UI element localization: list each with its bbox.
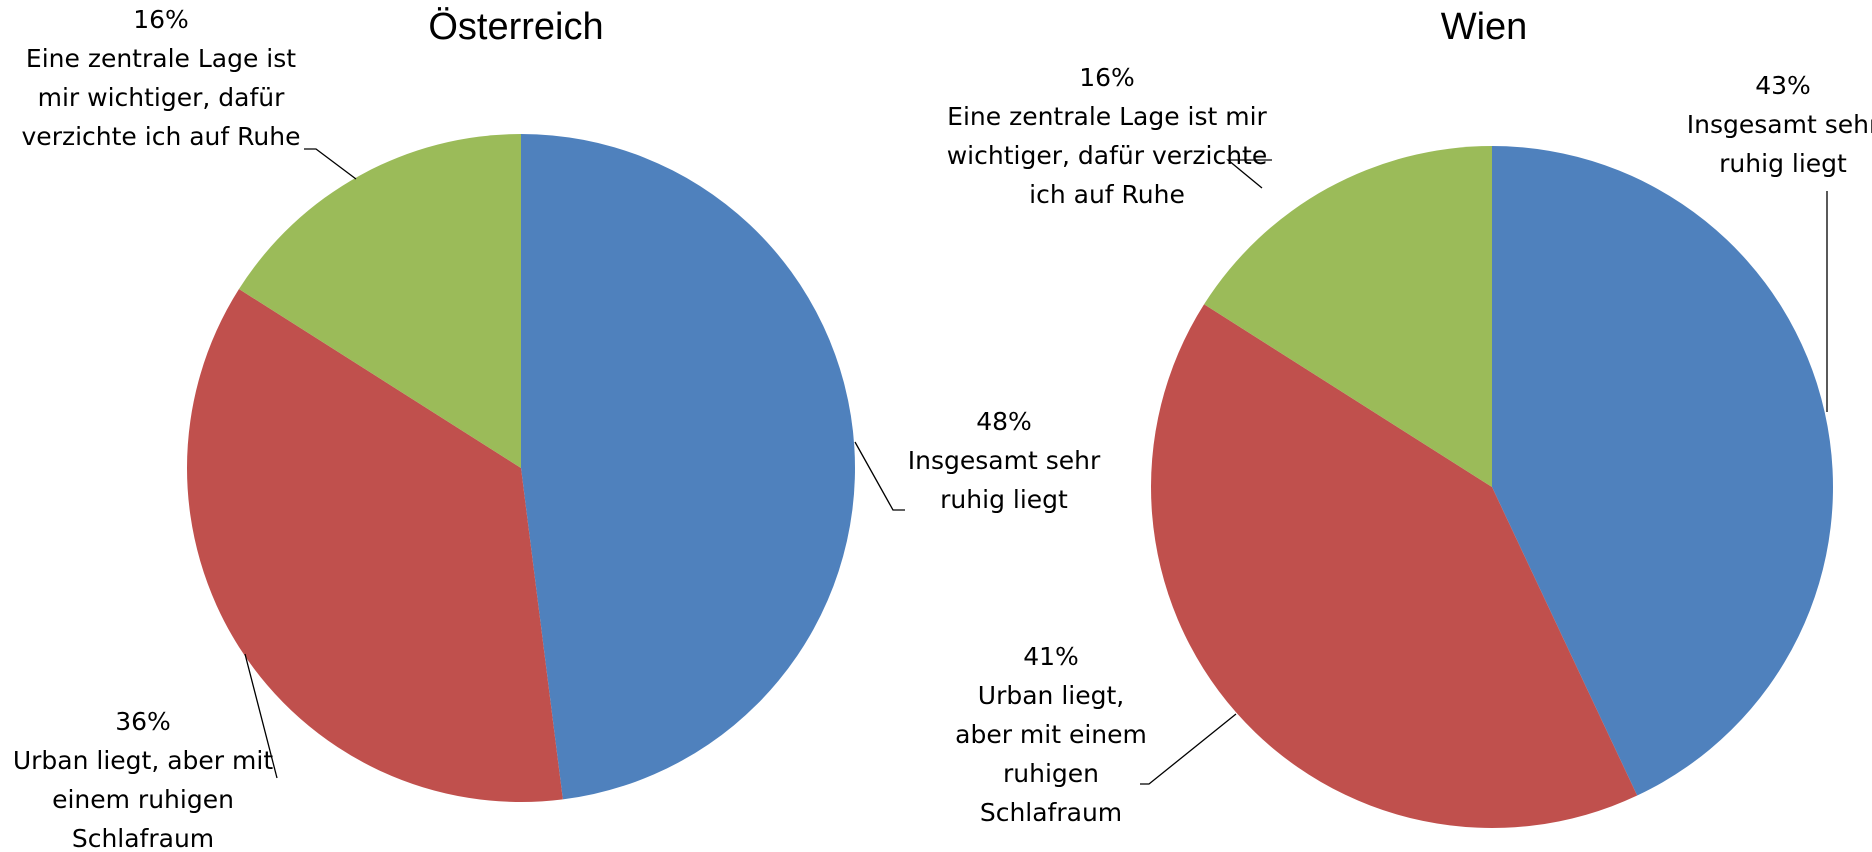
category-label: Insgesamt sehr ruhig liegt: [1686, 110, 1872, 178]
value-label: 48%: [976, 407, 1032, 436]
value-label: 36%: [115, 707, 171, 736]
data-label: 16% Eine zentrale Lage ist mir wichtiger,…: [11, 0, 311, 156]
pie-slice: [1204, 146, 1492, 487]
pie-slice: [1492, 146, 1833, 796]
leader-line: [244, 653, 278, 779]
value-label: 16%: [1079, 63, 1135, 92]
data-label: 48% Insgesamt sehr ruhig liegt: [889, 402, 1119, 519]
category-label: Eine zentrale Lage ist mir wichtiger, da…: [21, 44, 301, 151]
pie-slice: [521, 134, 856, 800]
pie-slice: [186, 289, 563, 803]
chart-title: Österreich: [428, 6, 604, 48]
value-label: 41%: [1023, 642, 1079, 671]
value-label: 16%: [133, 5, 189, 34]
data-label: 16% Eine zentrale Lage ist mir wichtiger,…: [935, 58, 1280, 214]
leader-line: [304, 148, 357, 180]
pie-slice: [238, 134, 521, 468]
category-label: Urban liegt, aber mit einem ruhigen Schl…: [955, 681, 1147, 827]
leader-line: [1140, 713, 1237, 785]
leader-line: [854, 441, 905, 511]
category-label: Eine zentrale Lage ist mir wichtiger, da…: [946, 102, 1268, 209]
data-label: 43% Insgesamt sehr ruhig liegt: [1678, 66, 1872, 183]
data-label: 41% Urban liegt, aber mit einem ruhigen S…: [954, 637, 1149, 832]
leader-line: [1226, 159, 1272, 189]
category-label: Insgesamt sehr ruhig liegt: [907, 446, 1101, 514]
chart-title: Wien: [1440, 6, 1528, 48]
category-label: Urban liegt, aber mit einem ruhigen Schl…: [12, 746, 274, 852]
data-label: 36% Urban liegt, aber mit einem ruhigen S…: [0, 702, 288, 852]
value-label: 43%: [1755, 71, 1811, 100]
pie-slice: [1151, 304, 1638, 828]
